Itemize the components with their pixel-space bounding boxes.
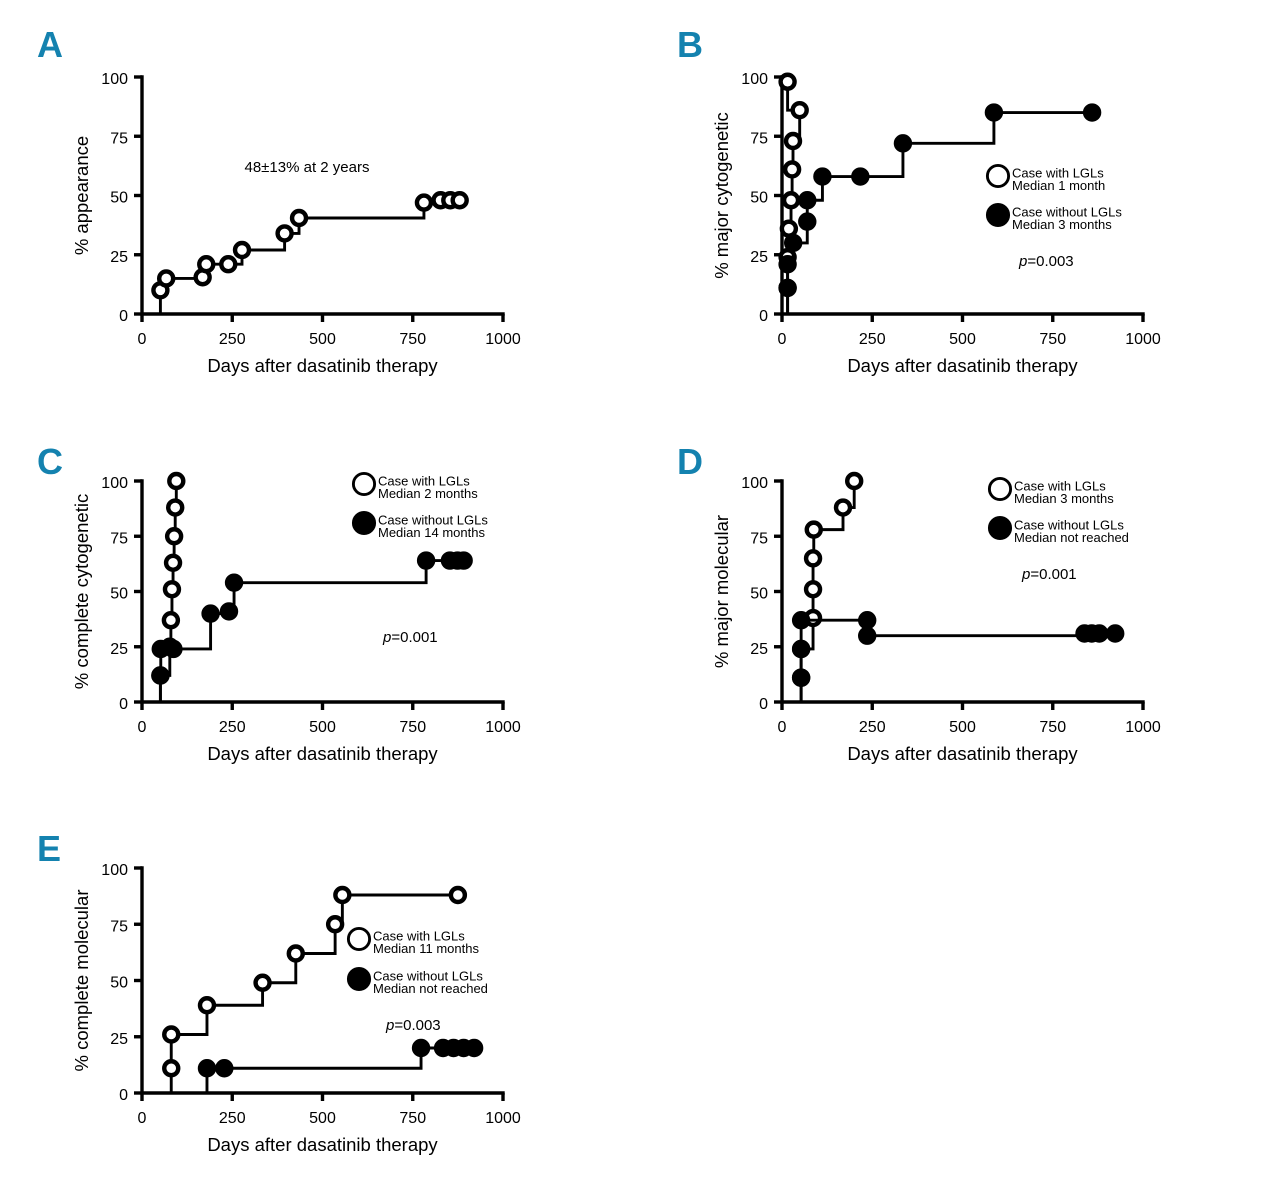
svg-text:0: 0 [759, 308, 768, 325]
svg-text:Median 2 months: Median 2 months [378, 486, 478, 501]
svg-text:250: 250 [859, 331, 886, 348]
svg-text:500: 500 [309, 719, 336, 736]
svg-text:1000: 1000 [485, 331, 521, 348]
svg-text:1000: 1000 [1125, 331, 1161, 348]
svg-text:25: 25 [750, 249, 768, 266]
svg-text:Days after dasatinib therapy: Days after dasatinib therapy [207, 743, 438, 764]
svg-text:0: 0 [138, 719, 147, 736]
svg-text:100: 100 [101, 862, 128, 879]
svg-text:0: 0 [119, 308, 128, 325]
svg-text:750: 750 [399, 719, 426, 736]
svg-text:0: 0 [119, 696, 128, 713]
svg-text:50: 50 [110, 975, 128, 992]
svg-text:Days after dasatinib therapy: Days after dasatinib therapy [207, 1134, 438, 1155]
svg-text:Median 1 month: Median 1 month [1012, 178, 1105, 193]
svg-text:50: 50 [110, 586, 128, 603]
svg-text:0: 0 [138, 1110, 147, 1127]
svg-text:250: 250 [219, 331, 246, 348]
svg-text:% complete molecular: % complete molecular [71, 890, 92, 1072]
svg-text:750: 750 [399, 1110, 426, 1127]
svg-text:250: 250 [219, 719, 246, 736]
svg-text:50: 50 [110, 190, 128, 207]
svg-text:p=0.003: p=0.003 [1018, 253, 1074, 270]
svg-text:p=0.001: p=0.001 [1021, 566, 1077, 583]
svg-text:p=0.001: p=0.001 [382, 629, 438, 646]
svg-text:% appearance: % appearance [71, 136, 92, 255]
svg-text:500: 500 [309, 1110, 336, 1127]
svg-text:% major cytogenetic: % major cytogenetic [711, 112, 732, 279]
svg-text:0: 0 [759, 696, 768, 713]
svg-text:Median not reached: Median not reached [373, 981, 488, 996]
svg-text:0: 0 [138, 331, 147, 348]
svg-text:500: 500 [949, 331, 976, 348]
svg-text:50: 50 [750, 190, 768, 207]
svg-text:75: 75 [110, 918, 128, 935]
svg-text:0: 0 [119, 1087, 128, 1104]
svg-text:75: 75 [110, 130, 128, 147]
svg-text:750: 750 [1039, 719, 1066, 736]
svg-text:1000: 1000 [1125, 719, 1161, 736]
svg-text:% complete cytogenetic: % complete cytogenetic [71, 494, 92, 689]
svg-text:Median 3 months: Median 3 months [1014, 491, 1114, 506]
svg-text:100: 100 [101, 475, 128, 492]
svg-text:25: 25 [110, 641, 128, 658]
svg-text:0: 0 [778, 719, 787, 736]
svg-text:75: 75 [750, 530, 768, 547]
svg-text:Median 3 months: Median 3 months [1012, 217, 1112, 232]
svg-text:250: 250 [219, 1110, 246, 1127]
svg-text:100: 100 [741, 475, 768, 492]
svg-text:750: 750 [399, 331, 426, 348]
svg-text:100: 100 [101, 71, 128, 88]
svg-text:Median 11 months: Median 11 months [373, 941, 479, 956]
svg-text:% major molecular: % major molecular [711, 515, 732, 668]
svg-text:75: 75 [110, 530, 128, 547]
svg-text:0: 0 [778, 331, 787, 348]
svg-text:250: 250 [859, 719, 886, 736]
svg-text:p=0.003: p=0.003 [385, 1017, 441, 1034]
svg-text:750: 750 [1039, 331, 1066, 348]
svg-text:75: 75 [750, 130, 768, 147]
svg-text:1000: 1000 [485, 719, 521, 736]
svg-text:25: 25 [750, 641, 768, 658]
svg-text:500: 500 [949, 719, 976, 736]
svg-text:Days after dasatinib therapy: Days after dasatinib therapy [847, 743, 1078, 764]
svg-text:25: 25 [110, 249, 128, 266]
svg-text:Days after dasatinib therapy: Days after dasatinib therapy [847, 355, 1078, 376]
svg-text:100: 100 [741, 71, 768, 88]
svg-text:Median 14 months: Median 14 months [378, 525, 485, 540]
svg-text:50: 50 [750, 586, 768, 603]
svg-text:500: 500 [309, 331, 336, 348]
svg-text:25: 25 [110, 1031, 128, 1048]
svg-text:Median not reached: Median not reached [1014, 530, 1129, 545]
svg-text:Days after dasatinib therapy: Days after dasatinib therapy [207, 355, 438, 376]
svg-text:48±13% at 2 years: 48±13% at 2 years [245, 159, 370, 176]
svg-text:1000: 1000 [485, 1110, 521, 1127]
